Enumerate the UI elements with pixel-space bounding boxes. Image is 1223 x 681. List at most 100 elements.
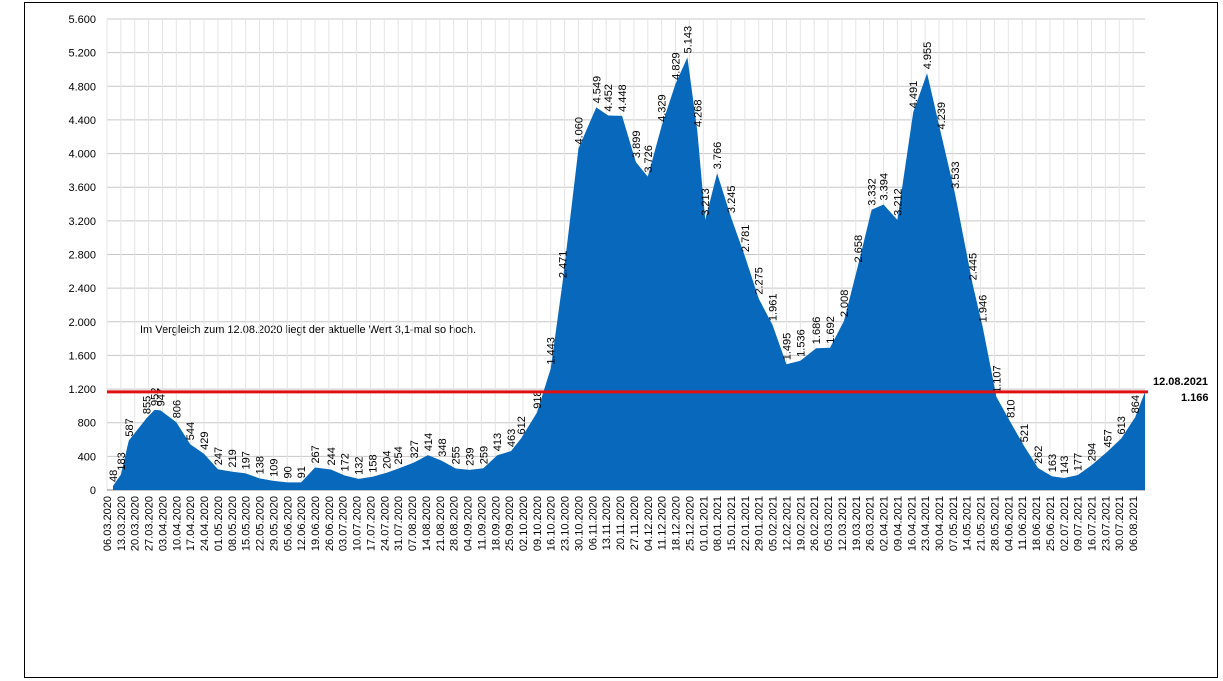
data-label: 1.946: [978, 295, 990, 323]
x-tick-label: 31.07.2020: [393, 496, 405, 551]
data-label: 348: [437, 438, 449, 456]
y-tick-label: 5.200: [68, 48, 96, 60]
data-label: 3.394: [879, 173, 891, 201]
x-tick-label: 21.08.2020: [435, 496, 447, 551]
y-tick-label: 2.400: [68, 283, 96, 295]
y-tick-label: 4.400: [68, 115, 96, 127]
x-tick-label: 24.07.2020: [379, 496, 391, 551]
data-label: 918: [532, 390, 544, 408]
x-tick-label: 07.08.2020: [407, 496, 419, 551]
x-tick-label: 30.07.2021: [1114, 496, 1126, 551]
x-tick-label: 29.05.2020: [268, 496, 280, 551]
data-label: 806: [171, 400, 183, 418]
data-label: 2.471: [558, 251, 570, 279]
y-tick-label: 1.200: [68, 384, 96, 396]
data-label: 4.448: [617, 84, 629, 112]
data-label: 3.899: [631, 131, 643, 159]
x-tick-label: 04.09.2020: [463, 496, 475, 551]
data-label: 5.143: [682, 26, 694, 54]
data-label: 1.536: [795, 329, 807, 357]
x-tick-label: 15.05.2020: [241, 496, 253, 551]
data-label: 239: [465, 448, 477, 466]
data-label: 1.443: [546, 337, 558, 365]
data-label: 4.549: [591, 76, 603, 104]
data-label: 2.445: [968, 253, 980, 281]
data-label: 1.961: [768, 294, 780, 322]
x-tick-label: 29.01.2021: [754, 496, 766, 551]
data-label: 143: [1059, 456, 1071, 474]
data-label: 90: [282, 466, 294, 478]
data-label: 244: [326, 447, 338, 465]
data-label: 4.955: [922, 42, 934, 70]
x-tick-label: 17.07.2020: [365, 496, 377, 551]
data-label: 3.213: [700, 188, 712, 216]
data-label: 4.491: [908, 81, 920, 109]
data-label: 413: [492, 433, 504, 451]
data-label: 1.692: [825, 316, 837, 344]
x-tick-label: 03.04.2020: [157, 496, 169, 551]
x-tick-label: 07.05.2021: [948, 496, 960, 551]
data-label: 172: [340, 453, 352, 471]
x-tick-label: 19.03.2021: [851, 496, 863, 551]
y-tick-label: 0: [90, 485, 96, 497]
data-label: 3.766: [712, 142, 724, 170]
data-label: 1.107: [991, 365, 1003, 393]
x-tick-label: 12.02.2021: [781, 496, 793, 551]
x-tick-label: 06.11.2020: [587, 496, 599, 550]
data-label: 183: [116, 452, 128, 470]
x-tick-label: 11.12.2020: [657, 496, 669, 550]
data-label: 4.268: [692, 99, 704, 127]
data-label: 4.452: [603, 84, 615, 112]
data-label: 4.829: [671, 52, 683, 80]
x-tick-label: 04.12.2020: [643, 496, 655, 551]
x-tick-label: 02.10.2020: [518, 496, 530, 551]
data-label: 294: [1087, 443, 1099, 461]
data-label: 521: [1019, 424, 1031, 442]
x-tick-label: 12.06.2020: [296, 496, 308, 551]
frame: [24, 2, 1218, 678]
x-tick-label: 11.09.2020: [476, 496, 488, 550]
data-label: 1.495: [781, 333, 793, 361]
x-tick-label: 23.07.2021: [1100, 496, 1112, 551]
data-label: 177: [1073, 453, 1085, 471]
y-tick-label: 4.000: [68, 149, 96, 161]
data-label: 457: [1102, 429, 1114, 447]
data-label: 2.008: [839, 290, 851, 318]
data-label: 414: [423, 433, 435, 451]
x-tick-label: 16.10.2020: [546, 496, 558, 551]
data-label: 810: [1005, 400, 1017, 418]
data-label: 463: [506, 429, 518, 447]
x-tick-label: 23.04.2021: [920, 496, 932, 551]
x-tick-label: 19.06.2020: [310, 496, 322, 551]
x-tick-label: 25.06.2021: [1045, 496, 1057, 551]
y-tick-label: 3.600: [68, 182, 96, 194]
x-tick-label: 27.11.2020: [629, 496, 641, 550]
data-label: 3.332: [867, 178, 879, 206]
y-tick-label: 1.600: [68, 350, 96, 362]
data-label: 262: [1033, 446, 1045, 464]
x-tick-label: 03.07.2020: [338, 496, 350, 551]
data-label: 544: [185, 422, 197, 440]
x-tick-label: 20.11.2020: [615, 496, 627, 550]
x-tick-label: 08.05.2020: [227, 496, 239, 551]
x-tick-label: 30.04.2021: [934, 496, 946, 551]
x-tick-label: 05.06.2020: [282, 496, 294, 551]
x-tick-label: 28.08.2020: [449, 496, 461, 551]
x-tick-label: 18.06.2021: [1031, 496, 1043, 551]
data-label: 48: [108, 470, 120, 482]
x-tick-label: 06.03.2020: [102, 496, 114, 551]
x-tick-label: 04.06.2021: [1003, 496, 1015, 551]
data-label: 327: [409, 440, 421, 458]
x-tick-label: 27.03.2020: [144, 496, 156, 551]
x-tick-label: 05.02.2021: [768, 496, 780, 551]
x-tick-label: 24.04.2020: [199, 496, 211, 551]
x-tick-label: 17.04.2020: [185, 496, 197, 551]
x-tick-label: 26.06.2020: [324, 496, 336, 551]
data-label: 197: [241, 451, 253, 469]
data-label: 254: [393, 446, 405, 464]
data-label: 2.275: [754, 267, 766, 295]
x-tick-label: 16.04.2021: [906, 496, 918, 551]
data-label: 91: [296, 466, 308, 478]
x-tick-label: 22.01.2021: [740, 496, 752, 551]
data-label: 4.060: [573, 117, 585, 145]
